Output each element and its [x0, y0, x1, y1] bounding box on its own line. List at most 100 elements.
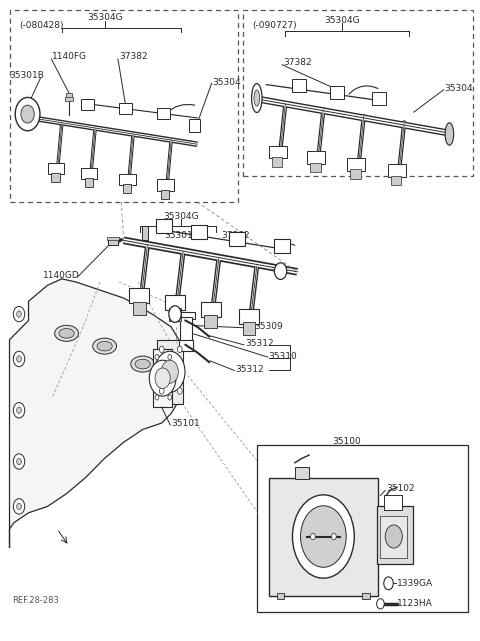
Ellipse shape — [55, 326, 78, 341]
Bar — [157, 108, 170, 119]
Text: 35312: 35312 — [245, 339, 274, 348]
Bar — [347, 158, 365, 171]
Bar — [81, 168, 97, 179]
Circle shape — [155, 395, 159, 400]
Ellipse shape — [252, 84, 262, 113]
Circle shape — [169, 306, 181, 322]
Text: A: A — [172, 309, 178, 318]
Text: (-080428): (-080428) — [19, 21, 63, 30]
Bar — [51, 173, 60, 182]
Text: 35304G: 35304G — [87, 13, 122, 22]
Circle shape — [384, 577, 393, 590]
Bar — [180, 312, 195, 319]
Ellipse shape — [445, 123, 454, 146]
Bar — [169, 308, 181, 321]
Circle shape — [17, 407, 22, 413]
Bar — [362, 593, 370, 599]
Bar — [156, 219, 172, 233]
Bar — [257, 445, 468, 612]
Bar — [229, 232, 245, 246]
Bar — [277, 593, 284, 599]
Ellipse shape — [97, 341, 112, 351]
Bar — [120, 103, 132, 114]
Bar — [129, 288, 149, 303]
Text: 37382: 37382 — [119, 52, 147, 61]
Circle shape — [13, 306, 25, 322]
Bar — [179, 340, 193, 351]
Bar — [133, 302, 145, 315]
Ellipse shape — [59, 329, 74, 338]
Text: 35301B: 35301B — [164, 231, 199, 240]
Bar — [242, 322, 255, 335]
Bar — [48, 163, 64, 174]
Bar — [204, 315, 217, 328]
Circle shape — [159, 388, 164, 394]
Circle shape — [149, 360, 176, 396]
Text: 35304G: 35304G — [163, 212, 199, 221]
Circle shape — [311, 533, 315, 540]
Bar — [180, 317, 192, 341]
Ellipse shape — [131, 356, 155, 372]
Circle shape — [13, 403, 25, 418]
Bar — [350, 169, 361, 179]
Bar — [108, 238, 118, 245]
Text: 37382: 37382 — [283, 58, 312, 67]
Text: 35310: 35310 — [269, 352, 298, 361]
Circle shape — [17, 458, 22, 465]
Circle shape — [155, 368, 170, 388]
Circle shape — [13, 499, 25, 514]
Bar — [384, 495, 402, 510]
Text: 37382: 37382 — [221, 231, 250, 240]
Text: 35102: 35102 — [386, 484, 415, 493]
Text: 35101: 35101 — [171, 419, 200, 428]
Bar — [307, 151, 325, 164]
Bar — [242, 10, 473, 176]
Bar — [272, 157, 282, 167]
Bar — [84, 178, 93, 187]
Circle shape — [17, 356, 22, 362]
Text: 1140FG: 1140FG — [52, 52, 87, 61]
Bar — [153, 349, 172, 407]
Text: A: A — [278, 266, 283, 275]
Bar — [142, 226, 148, 240]
Text: 35312: 35312 — [235, 365, 264, 374]
Bar — [123, 184, 131, 193]
Bar — [372, 92, 386, 105]
Text: REF.28-283: REF.28-283 — [12, 596, 59, 605]
Circle shape — [155, 354, 159, 360]
Text: 1140GD: 1140GD — [43, 271, 80, 280]
Text: 1123HA: 1123HA — [397, 599, 433, 608]
Bar — [66, 93, 72, 98]
Bar — [189, 119, 200, 132]
Circle shape — [15, 97, 40, 131]
Bar — [157, 340, 183, 404]
Text: 35100: 35100 — [333, 437, 361, 445]
Polygon shape — [10, 279, 180, 548]
Bar — [81, 99, 94, 110]
Ellipse shape — [93, 338, 117, 354]
Bar — [161, 190, 169, 199]
Circle shape — [13, 351, 25, 367]
Bar — [387, 164, 406, 177]
Bar — [191, 225, 207, 239]
Text: 35304: 35304 — [213, 78, 241, 87]
Text: (-090727): (-090727) — [252, 21, 297, 30]
Ellipse shape — [135, 360, 150, 369]
Bar — [330, 86, 344, 99]
Bar — [201, 302, 221, 317]
Bar — [310, 163, 321, 172]
Text: 35304: 35304 — [444, 84, 473, 93]
Circle shape — [275, 263, 287, 279]
Text: 35304G: 35304G — [324, 16, 360, 25]
Bar — [381, 516, 407, 558]
Circle shape — [21, 105, 34, 123]
Bar — [107, 237, 120, 240]
Circle shape — [155, 351, 185, 392]
Circle shape — [159, 346, 164, 353]
Bar — [239, 309, 259, 324]
Circle shape — [332, 533, 336, 540]
Circle shape — [17, 311, 22, 317]
Circle shape — [17, 503, 22, 510]
Circle shape — [178, 388, 182, 394]
Bar — [65, 97, 73, 101]
